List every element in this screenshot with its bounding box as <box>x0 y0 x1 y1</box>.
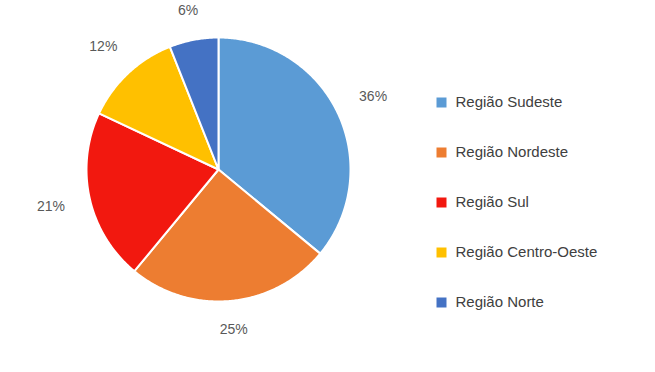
svg-text:12%: 12% <box>89 38 117 54</box>
svg-text:6%: 6% <box>178 2 198 18</box>
svg-text:25%: 25% <box>220 321 248 337</box>
svg-text:Região Sudeste: Região Sudeste <box>456 93 563 110</box>
svg-text:Região Norte: Região Norte <box>456 293 544 310</box>
svg-text:36%: 36% <box>359 88 387 104</box>
svg-text:Região Sul: Região Sul <box>456 193 529 210</box>
svg-text:Região Centro-Oeste: Região Centro-Oeste <box>456 243 598 260</box>
svg-text:Região Nordeste: Região Nordeste <box>456 143 569 160</box>
svg-text:21%: 21% <box>37 198 65 214</box>
